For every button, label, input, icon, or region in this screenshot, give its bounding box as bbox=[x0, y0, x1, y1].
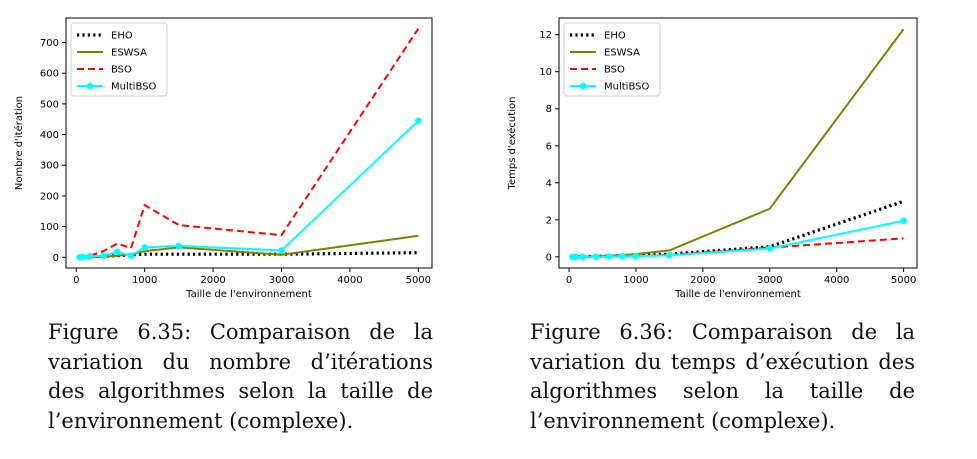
x-axis-label: Taille de l'environnement bbox=[674, 289, 801, 300]
legend-marker bbox=[579, 82, 587, 90]
legend-label: ESWSA bbox=[604, 48, 640, 59]
x-tick-label: 4000 bbox=[337, 275, 362, 286]
data-point bbox=[127, 252, 135, 260]
y-tick-label: 700 bbox=[40, 38, 59, 49]
execution-time-chart: 0 1000 2000 3000 4000 5000 0 2 4 6 8 10 12 Taille de … bbox=[506, 17, 918, 300]
x-tick-label: 3000 bbox=[757, 275, 782, 286]
legend-label: MultiBSO bbox=[111, 82, 156, 93]
y-tick-label: 200 bbox=[40, 191, 59, 202]
x-tick-label: 4000 bbox=[824, 275, 849, 286]
legend-box bbox=[70, 22, 168, 97]
x-tick-label: 2000 bbox=[200, 275, 225, 286]
x-tick-label: 1000 bbox=[132, 275, 157, 286]
y-tick-label: 10 bbox=[539, 67, 552, 78]
x-tick-label: 5000 bbox=[891, 275, 916, 286]
data-point bbox=[415, 117, 422, 125]
x-tick-label: 3000 bbox=[269, 275, 294, 286]
legend-label: MultiBSO bbox=[604, 82, 649, 93]
x-tick-label: 1000 bbox=[623, 275, 648, 286]
y-tick-label: 4 bbox=[546, 178, 552, 189]
series-line-multibso bbox=[572, 219, 904, 258]
figure-6-35: 0 1000 2000 3000 4000 5000 0 100 200 300 400 500 600… bbox=[0, 0, 488, 459]
y-tick-label: 2 bbox=[546, 215, 552, 226]
data-point bbox=[175, 242, 183, 250]
legend-label: EHO bbox=[111, 31, 133, 42]
data-point bbox=[114, 248, 121, 256]
plot-frame bbox=[65, 17, 433, 269]
legend-label: EHO bbox=[604, 31, 626, 42]
data-point bbox=[79, 253, 87, 261]
data-point bbox=[592, 253, 600, 261]
legend-label: ESWSA bbox=[111, 48, 147, 59]
y-axis-label: Nombre d'itération bbox=[13, 96, 25, 190]
y-tick-label: 0 bbox=[546, 252, 552, 263]
data-point bbox=[766, 245, 774, 252]
figure-caption: Figure 6.35: Comparaison de la variation… bbox=[48, 320, 433, 433]
series-eho bbox=[572, 199, 905, 259]
series-line-multibso bbox=[79, 120, 419, 259]
y-tick-label: 100 bbox=[40, 222, 59, 233]
legend-label: BSO bbox=[111, 65, 132, 76]
data-point bbox=[100, 252, 107, 260]
x-axis-label: Taille de l'environnement bbox=[185, 289, 312, 300]
legend-box bbox=[563, 22, 661, 97]
x-tick-label: 0 bbox=[566, 275, 572, 286]
data-point bbox=[86, 253, 94, 260]
y-tick-label: 8 bbox=[546, 104, 552, 115]
legend-marker bbox=[86, 82, 94, 90]
data-point bbox=[632, 252, 640, 260]
x-tick-label: 2000 bbox=[690, 275, 715, 286]
data-point bbox=[605, 253, 613, 260]
series-multibso bbox=[569, 217, 907, 261]
y-tick-label: 12 bbox=[539, 30, 552, 41]
x-tick-label: 5000 bbox=[406, 275, 431, 286]
data-point bbox=[141, 244, 148, 251]
data-point bbox=[579, 253, 586, 261]
x-tick-label: 0 bbox=[73, 275, 79, 286]
legend: EHO ESWSA BSO MultiBSO bbox=[563, 22, 661, 97]
y-tick-label: 500 bbox=[40, 99, 59, 110]
y-tick-label: 600 bbox=[40, 69, 59, 80]
y-tick-label: 300 bbox=[40, 161, 59, 172]
data-point bbox=[619, 253, 626, 260]
legend-label: BSO bbox=[604, 65, 625, 76]
figure-6-36: 0 1000 2000 3000 4000 5000 0 2 4 6 8 10 12 Taille de … bbox=[489, 0, 977, 459]
plot-frame bbox=[558, 17, 918, 269]
y-axis-label: Temps d'exécution bbox=[506, 97, 518, 191]
data-point bbox=[666, 252, 673, 259]
y-tick-label: 0 bbox=[53, 253, 59, 264]
figure-caption: Figure 6.36: Comparaison de la variation… bbox=[530, 320, 915, 433]
series-line-eho bbox=[572, 199, 905, 259]
y-tick-label: 6 bbox=[546, 141, 552, 152]
series-multibso bbox=[76, 117, 422, 261]
data-point bbox=[572, 253, 580, 261]
data-point bbox=[900, 217, 907, 225]
y-tick-label: 400 bbox=[40, 130, 59, 141]
data-point bbox=[278, 247, 285, 254]
legend: EHO ESWSA BSO MultiBSO bbox=[70, 22, 168, 97]
iterations-chart: 0 1000 2000 3000 4000 5000 0 100 200 300 400 500 600… bbox=[13, 17, 433, 300]
